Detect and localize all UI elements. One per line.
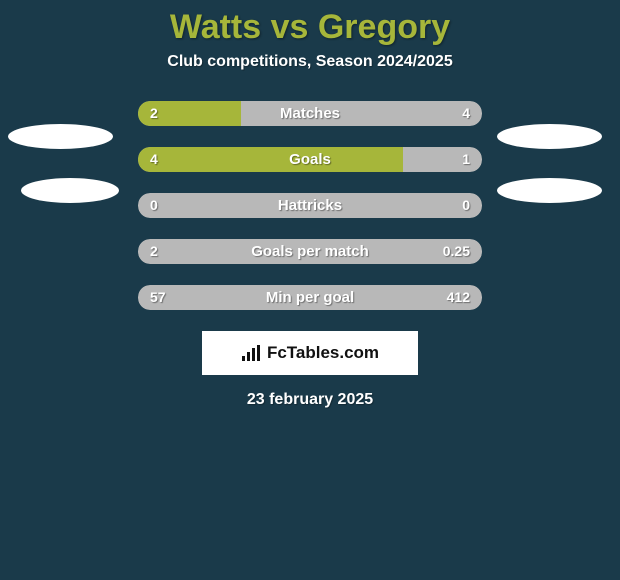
- logo-box: FcTables.com: [202, 331, 418, 375]
- stat-row: 24Matches: [138, 101, 482, 126]
- comparison-date: 23 february 2025: [0, 391, 620, 409]
- decorative-ellipse: [8, 124, 113, 149]
- bar-chart-icon: [241, 344, 263, 362]
- logo-text: FcTables.com: [267, 343, 379, 363]
- stat-label: Goals per match: [138, 239, 482, 264]
- decorative-ellipse: [21, 178, 119, 203]
- stat-row: 20.25Goals per match: [138, 239, 482, 264]
- stat-label: Matches: [138, 101, 482, 126]
- decorative-ellipse: [497, 124, 602, 149]
- stat-label: Hattricks: [138, 193, 482, 218]
- stat-row: 41Goals: [138, 147, 482, 172]
- stat-label: Goals: [138, 147, 482, 172]
- stat-label: Min per goal: [138, 285, 482, 310]
- stat-row: 00Hattricks: [138, 193, 482, 218]
- decorative-ellipse: [497, 178, 602, 203]
- logo: FcTables.com: [241, 343, 379, 363]
- comparison-title: Watts vs Gregory: [0, 0, 620, 47]
- comparison-subtitle: Club competitions, Season 2024/2025: [0, 53, 620, 71]
- stat-row: 57412Min per goal: [138, 285, 482, 310]
